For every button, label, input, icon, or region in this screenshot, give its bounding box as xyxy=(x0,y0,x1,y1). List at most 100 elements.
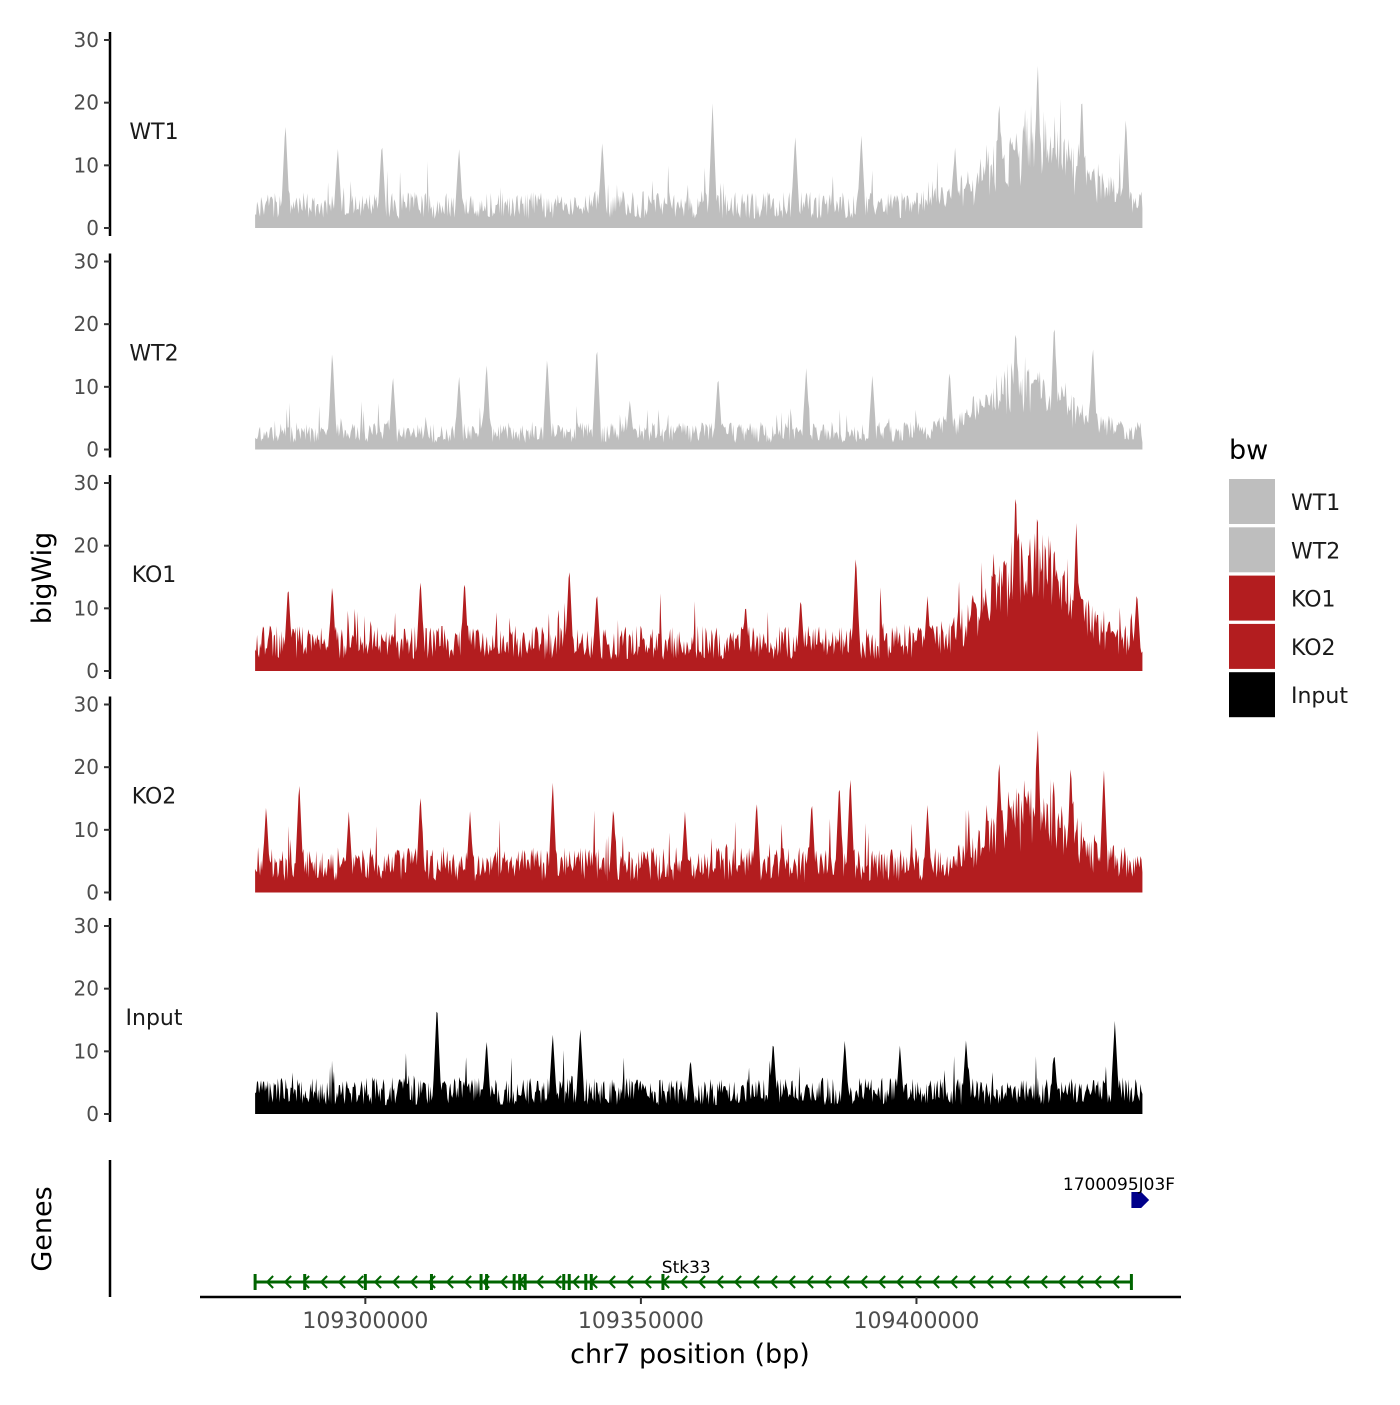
y-tick-label: 30 xyxy=(74,250,99,274)
strand-arrow xyxy=(427,1275,436,1289)
legend-label: WT2 xyxy=(1291,539,1340,564)
coverage-area-ko1 xyxy=(255,499,1143,671)
strand-arrow xyxy=(1057,1275,1066,1289)
strand-arrow xyxy=(841,1275,850,1289)
legend-key xyxy=(1229,623,1275,669)
y-tick-label: 20 xyxy=(74,534,99,558)
track-label-ko2: KO2 xyxy=(132,784,177,809)
legend-item-input: Input xyxy=(1229,672,1348,718)
strand-arrow xyxy=(301,1275,310,1289)
y-axis-title: bigWig xyxy=(27,532,58,625)
strand-arrow xyxy=(337,1275,346,1289)
track-wt2: 0 10 20 30 WT2 xyxy=(74,250,1143,462)
strand-arrow xyxy=(373,1275,382,1289)
track-label-input: Input xyxy=(126,1006,183,1031)
legend-label: KO1 xyxy=(1291,588,1336,613)
x-tick-label: 109400000 xyxy=(853,1309,979,1334)
strand-arrow xyxy=(985,1275,994,1289)
genes-axis-title: Genes xyxy=(27,1186,58,1271)
coverage-area-wt2 xyxy=(255,329,1143,450)
strand-arrow xyxy=(733,1275,742,1289)
strand-arrow xyxy=(499,1275,508,1289)
y-tick-label: 20 xyxy=(74,755,99,779)
coverage-area-input xyxy=(255,1011,1143,1114)
strand-arrow xyxy=(355,1275,364,1289)
legend-key xyxy=(1229,479,1275,524)
y-tick-label: 0 xyxy=(86,438,99,462)
strand-arrow xyxy=(877,1275,886,1289)
coverage-area-wt1 xyxy=(255,65,1143,229)
gene-label: Stk33 xyxy=(662,1258,711,1278)
x-tick-label: 109300000 xyxy=(302,1309,428,1334)
y-tick-label: 20 xyxy=(74,977,99,1001)
y-tick-label: 30 xyxy=(74,471,99,495)
legend-key xyxy=(1229,672,1275,718)
y-tick-label: 0 xyxy=(86,216,99,240)
legend-label: WT1 xyxy=(1291,491,1340,516)
coverage-area-ko2 xyxy=(255,730,1143,893)
strand-arrow xyxy=(751,1275,760,1289)
x-axis-title: chr7 position (bp) xyxy=(570,1339,810,1370)
track-label-wt1: WT1 xyxy=(129,120,178,145)
strand-arrow xyxy=(679,1275,688,1289)
gene-1700095j03rik: 1700095J03F xyxy=(1063,1175,1175,1208)
y-tick-label: 30 xyxy=(74,28,99,52)
strand-arrow xyxy=(787,1275,796,1289)
y-tick-label: 20 xyxy=(74,312,99,336)
legend-item-wt1: WT1 xyxy=(1229,479,1340,524)
strand-arrow xyxy=(769,1275,778,1289)
legend: WT1 WT2 KO1 KO2 Input xyxy=(1229,479,1348,718)
gene-track: Stk33 1700095J03F xyxy=(108,1160,1175,1297)
y-tick-label: 10 xyxy=(74,1039,99,1063)
strand-arrow xyxy=(391,1275,400,1289)
legend-key xyxy=(1229,527,1275,573)
strand-arrow xyxy=(571,1275,580,1289)
strand-arrow xyxy=(967,1275,976,1289)
strand-arrow xyxy=(913,1275,922,1289)
strand-arrow xyxy=(805,1275,814,1289)
strand-arrow xyxy=(283,1275,292,1289)
gene-label: 1700095J03F xyxy=(1063,1175,1175,1195)
strand-arrow xyxy=(1021,1275,1030,1289)
y-tick-label: 0 xyxy=(86,881,99,905)
strand-arrow xyxy=(535,1275,544,1289)
y-tick-label: 10 xyxy=(74,375,99,399)
strand-arrow xyxy=(895,1275,904,1289)
strand-arrow xyxy=(715,1275,724,1289)
track-ko2: 0 10 20 30 KO2 xyxy=(74,693,1143,905)
strand-arrow xyxy=(625,1275,634,1289)
strand-arrow xyxy=(697,1275,706,1289)
strand-arrow xyxy=(445,1275,454,1289)
strand-arrow xyxy=(1111,1275,1120,1289)
strand-arrow xyxy=(319,1275,328,1289)
strand-arrow xyxy=(1075,1275,1084,1289)
strand-arrow xyxy=(607,1275,616,1289)
y-tick-label: 20 xyxy=(74,91,99,115)
strand-arrow xyxy=(463,1275,472,1289)
y-tick-label: 0 xyxy=(86,659,99,683)
legend-label: Input xyxy=(1291,684,1348,709)
strand-arrow xyxy=(1003,1275,1012,1289)
bigwig-tracks: 0 10 20 30 WT1 0 10 20 30 WT2 0 10 20 30 KO1 0 10 20 30 KO2… xyxy=(74,28,1143,1126)
gene-stk33: Stk33 xyxy=(253,1258,1133,1290)
legend-label: KO2 xyxy=(1291,636,1336,661)
track-label-wt2: WT2 xyxy=(129,341,178,366)
strand-arrow xyxy=(1039,1275,1048,1289)
track-wt1: 0 10 20 30 WT1 xyxy=(74,28,1143,240)
x-tick-label: 109350000 xyxy=(578,1309,704,1334)
strand-arrow xyxy=(931,1275,940,1289)
strand-arrow xyxy=(643,1275,652,1289)
track-input: 0 10 20 30 Input xyxy=(74,914,1143,1126)
legend-title: bw xyxy=(1229,435,1268,466)
strand-arrow xyxy=(949,1275,958,1289)
legend-item-ko2: KO2 xyxy=(1229,623,1336,669)
strand-arrow xyxy=(553,1275,562,1289)
strand-arrow xyxy=(265,1275,274,1289)
y-tick-label: 10 xyxy=(74,818,99,842)
y-tick-label: 0 xyxy=(86,1102,99,1126)
legend-item-wt2: WT2 xyxy=(1229,527,1340,573)
legend-item-ko1: KO1 xyxy=(1229,575,1336,621)
y-tick-label: 10 xyxy=(74,153,99,177)
gene-body xyxy=(1131,1192,1150,1208)
